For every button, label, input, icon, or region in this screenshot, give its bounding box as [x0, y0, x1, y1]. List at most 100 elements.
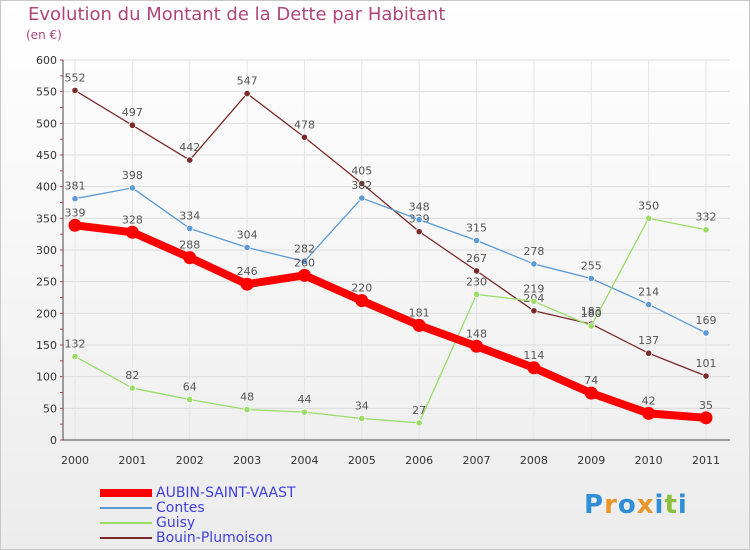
data-point: [186, 156, 194, 164]
data-label: 82: [125, 369, 139, 382]
chart-title: Evolution du Montant de la Dette par Hab…: [28, 4, 446, 25]
legend-item: Contes: [100, 500, 205, 516]
data-point: [243, 89, 251, 98]
y-tick-label: 350: [36, 212, 57, 225]
data-point: [645, 349, 653, 357]
data-point: [358, 414, 366, 423]
data-point: [71, 195, 79, 203]
series-line: [74, 217, 707, 424]
logo-letter: i: [654, 490, 665, 520]
y-tick-label: 600: [36, 54, 57, 67]
x-tick-label: 2003: [233, 454, 261, 467]
legend-label: AUBIN-SAINT-VAAST: [156, 485, 296, 501]
legend-label: Bouin-Plumoison: [156, 530, 273, 546]
logo-letter: i: [677, 490, 688, 520]
data-point: [243, 243, 251, 252]
x-tick-label: 2000: [61, 454, 89, 467]
x-tick-label: 2011: [692, 454, 720, 467]
data-label: 44: [297, 393, 311, 406]
data-point: [128, 121, 136, 129]
y-tick-label: 50: [43, 402, 57, 415]
proxiti-logo: Proxiti: [584, 490, 688, 520]
data-point: [587, 274, 595, 283]
data-point: [300, 257, 309, 265]
data-point: [470, 339, 484, 353]
data-label: 478: [294, 118, 315, 131]
y-tick-label: 150: [36, 339, 57, 352]
data-label: 350: [638, 199, 659, 212]
y-tick-label: 200: [36, 307, 57, 320]
data-label: 260: [294, 256, 315, 269]
x-tick-label: 2001: [118, 454, 146, 467]
x-tick-label: 2004: [290, 454, 318, 467]
y-tick-label: 550: [36, 86, 57, 99]
data-point: [699, 411, 713, 425]
data-point: [584, 386, 598, 400]
data-point: [415, 228, 423, 236]
data-label: 27: [412, 404, 426, 417]
data-label: 220: [351, 282, 372, 295]
legend-label: Contes: [156, 500, 205, 516]
data-label: 180: [581, 307, 602, 320]
data-point: [297, 268, 311, 282]
x-tick-label: 2005: [348, 454, 376, 467]
data-point: [355, 294, 369, 308]
data-point: [702, 329, 710, 337]
y-tick-label: 100: [36, 371, 57, 384]
data-point: [530, 307, 538, 315]
data-label: 137: [638, 334, 659, 347]
data-label: 246: [237, 265, 258, 278]
data-point: [358, 194, 366, 202]
legend-swatch: [100, 489, 152, 497]
data-point: [68, 218, 82, 232]
data-point: [300, 408, 309, 416]
legend-swatch: [100, 507, 152, 509]
data-point: [472, 267, 481, 275]
data-point: [587, 322, 595, 330]
logo-letter: P: [584, 490, 605, 520]
y-tick-label: 0: [50, 434, 57, 447]
data-point: [530, 297, 538, 305]
data-label: 282: [294, 242, 315, 255]
logo-letter: t: [664, 490, 678, 520]
data-label: 42: [642, 394, 656, 407]
data-label: 398: [122, 169, 143, 182]
data-label: 148: [466, 327, 487, 340]
data-label: 381: [65, 180, 86, 193]
data-label: 278: [523, 245, 544, 258]
data-point: [530, 260, 538, 268]
data-label: 315: [466, 222, 487, 235]
x-tick-label: 2008: [520, 454, 548, 467]
data-label: 332: [696, 211, 717, 224]
data-label: 334: [179, 209, 200, 222]
data-label: 348: [409, 201, 430, 214]
data-label: 339: [65, 206, 86, 219]
data-label: 34: [355, 399, 369, 412]
legend-item: Guisy: [100, 515, 195, 531]
y-tick-label: 500: [36, 117, 57, 130]
data-point: [472, 290, 481, 298]
data-label: 181: [409, 306, 430, 319]
data-label: 442: [179, 141, 200, 154]
data-point: [527, 361, 541, 375]
data-label: 328: [122, 213, 143, 226]
data-label: 255: [581, 260, 602, 273]
data-point: [183, 251, 197, 265]
data-point: [645, 300, 653, 309]
data-point: [243, 405, 251, 414]
legend-item: AUBIN-SAINT-VAAST: [100, 485, 296, 501]
data-point: [415, 216, 423, 224]
data-label: 48: [240, 391, 254, 404]
legend-item: Bouin-Plumoison: [100, 530, 273, 546]
data-point: [128, 384, 136, 392]
unit-label: (en €): [26, 28, 62, 42]
series-line: [71, 221, 710, 422]
x-tick-label: 2009: [577, 454, 605, 467]
data-point: [300, 133, 309, 141]
data-label: 267: [466, 252, 487, 265]
series-line: [74, 187, 707, 334]
data-label: 405: [351, 165, 372, 178]
data-label: 219: [523, 282, 544, 295]
data-label: 214: [638, 285, 659, 298]
data-point: [186, 395, 194, 404]
